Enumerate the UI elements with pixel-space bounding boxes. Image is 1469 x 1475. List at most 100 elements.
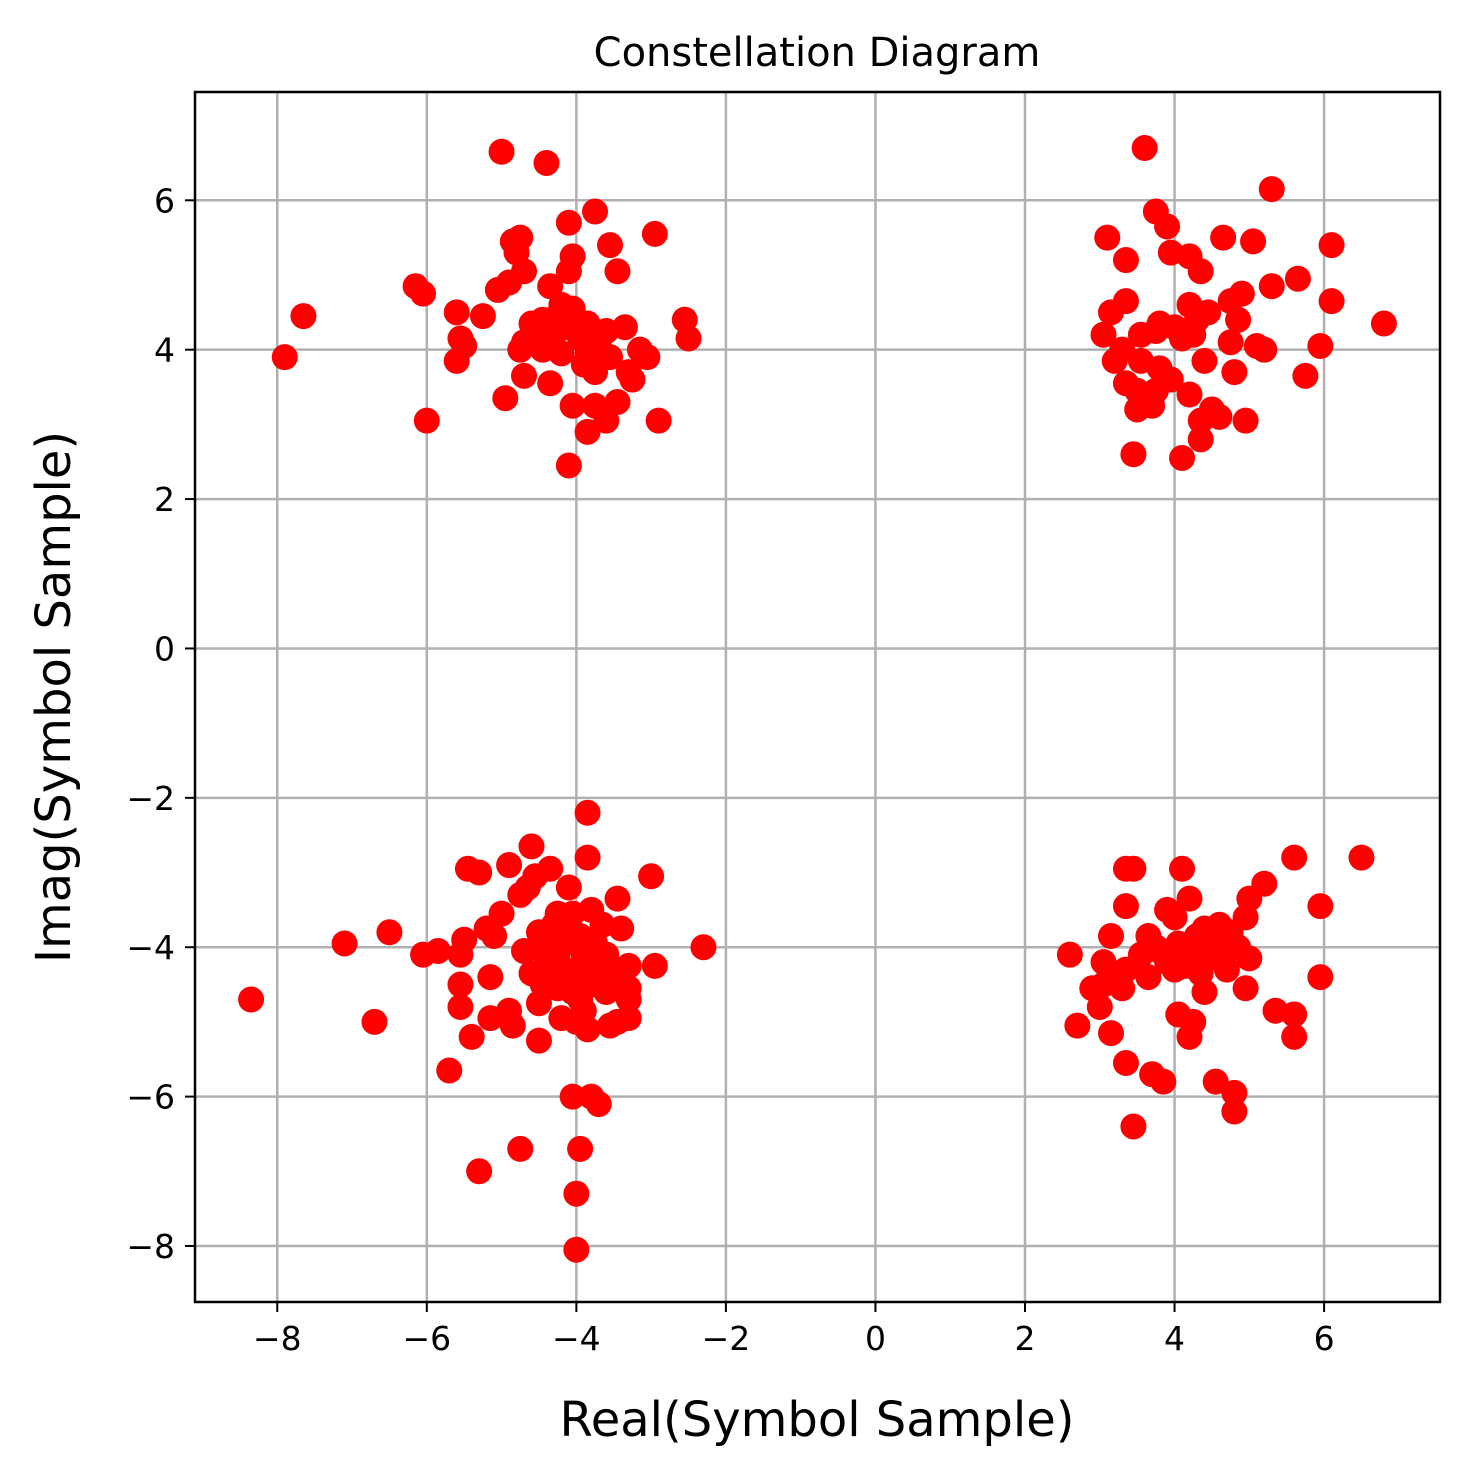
data-points <box>238 135 1397 1263</box>
data-point <box>1097 923 1124 950</box>
data-point <box>611 314 638 341</box>
data-point <box>443 299 470 326</box>
data-point <box>593 407 620 434</box>
x-tick-label: −2 <box>702 1319 751 1358</box>
data-point <box>477 964 504 991</box>
data-point <box>481 923 508 950</box>
data-point <box>585 1091 612 1118</box>
data-point <box>574 418 601 445</box>
data-point <box>525 1027 552 1054</box>
data-point <box>1318 232 1345 259</box>
data-point <box>1191 979 1218 1006</box>
data-point <box>238 986 265 1013</box>
data-point <box>1370 310 1397 337</box>
data-point <box>466 859 493 886</box>
axis-ticks: −8 −6 −4 −2 0 2 4 6 −8 −6 −4 −2 0 2 4 6 <box>126 181 1334 1358</box>
data-point <box>484 276 511 303</box>
plot-frame <box>193 90 1442 1304</box>
data-point <box>1124 396 1151 423</box>
data-point <box>597 1012 623 1039</box>
data-point <box>574 1016 601 1043</box>
data-point <box>559 392 586 419</box>
data-point <box>1154 213 1181 240</box>
data-point <box>563 1236 590 1263</box>
data-point <box>1221 1098 1248 1125</box>
data-point <box>563 930 590 957</box>
data-point <box>533 149 560 176</box>
data-point <box>555 258 582 285</box>
data-point <box>604 258 631 285</box>
data-point <box>447 971 474 998</box>
data-point <box>604 885 631 912</box>
data-point <box>1169 855 1196 882</box>
data-point <box>1236 945 1263 972</box>
data-point <box>507 336 534 363</box>
data-point <box>1086 993 1113 1020</box>
data-point <box>1064 1012 1091 1039</box>
data-point <box>499 1012 526 1039</box>
data-point <box>1131 135 1158 162</box>
data-point <box>447 993 474 1020</box>
data-point <box>555 452 582 479</box>
data-point <box>1176 381 1203 408</box>
data-point <box>1187 426 1214 453</box>
x-tick-label: −6 <box>402 1319 451 1358</box>
data-point <box>1232 975 1259 1002</box>
data-point <box>1090 949 1117 976</box>
data-point <box>1258 273 1285 300</box>
data-point <box>1202 1068 1229 1095</box>
data-point <box>608 915 635 942</box>
data-point <box>1240 228 1267 255</box>
data-point <box>540 911 567 938</box>
data-point <box>413 407 440 434</box>
data-point <box>1101 347 1128 374</box>
data-point <box>525 990 552 1017</box>
data-point <box>1206 945 1233 972</box>
data-point <box>574 799 601 826</box>
data-point <box>1097 1020 1124 1047</box>
data-point <box>675 325 702 352</box>
data-point <box>458 1023 485 1050</box>
data-point <box>567 1135 594 1162</box>
y-axis-label: Imag(Symbol Sample) <box>26 431 82 963</box>
data-point <box>1127 321 1154 348</box>
data-point <box>1090 321 1117 348</box>
data-point <box>496 852 523 879</box>
data-point <box>1120 855 1147 882</box>
data-point <box>1176 1023 1203 1050</box>
x-tick-label: 4 <box>1164 1319 1185 1358</box>
data-point <box>1292 362 1319 389</box>
data-point <box>466 1158 493 1185</box>
data-point <box>582 198 609 225</box>
data-point <box>638 863 665 890</box>
data-point <box>1348 844 1375 871</box>
data-point <box>1225 306 1252 333</box>
data-point <box>619 366 646 393</box>
data-point <box>555 874 582 901</box>
data-point <box>1056 941 1083 968</box>
data-point <box>641 952 668 979</box>
x-tick-label: −4 <box>552 1319 601 1358</box>
y-tick-label: 6 <box>154 181 175 220</box>
data-point <box>1217 329 1244 356</box>
data-point <box>511 362 538 389</box>
data-point <box>507 881 534 908</box>
data-point <box>488 138 515 165</box>
chart-title: Constellation Diagram <box>594 30 1041 76</box>
data-point <box>1094 224 1121 251</box>
data-point <box>1161 904 1188 931</box>
data-point <box>641 220 668 247</box>
data-point <box>555 209 582 236</box>
data-point <box>634 344 661 371</box>
data-point <box>1307 964 1334 991</box>
data-point <box>537 370 564 397</box>
data-point <box>552 967 579 994</box>
y-tick-label: 2 <box>154 480 175 519</box>
data-point <box>559 1083 586 1110</box>
data-point <box>271 344 298 371</box>
data-point <box>511 937 538 964</box>
data-point <box>518 833 545 860</box>
data-point <box>1109 975 1136 1002</box>
data-point <box>1258 176 1285 203</box>
